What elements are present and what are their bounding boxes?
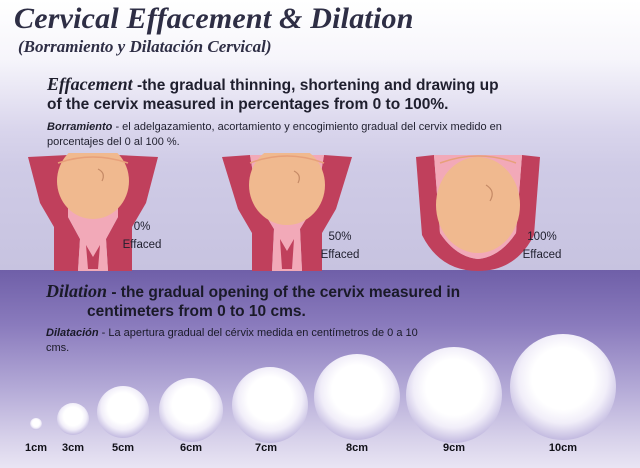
effacement-stage-100-caption: 100% Effaced [512, 228, 572, 264]
effacement-stage-0-illustration [28, 153, 158, 273]
dilation-circle-8cm [314, 354, 400, 440]
effacement-stage-100-illustration [416, 153, 540, 273]
dilation-term: Dilation [46, 281, 108, 301]
effacement-spanish-term: Borramiento [47, 121, 113, 133]
dilation-label-10cm: 10cm [548, 442, 578, 454]
dilation-circle-10cm [510, 334, 616, 440]
page-title: Cervical Effacement & Dilation [14, 2, 414, 35]
effacement-stage-0-caption: 0% Effaced [112, 218, 172, 254]
dilation-circle-7cm [232, 367, 308, 443]
effacement-definition-text1: -the gradual thinning, shortening and dr… [132, 77, 499, 94]
effacement-spanish-text: - el adelgazamiento, acortamiento y enco… [47, 121, 502, 148]
effacement-stage-0-percent: 0% [133, 221, 151, 233]
dilation-definition-text1: - the gradual opening of the cervix meas… [107, 284, 461, 301]
effacement-stage-50-illustration [222, 153, 352, 273]
dilation-label-1cm: 1cm [24, 442, 48, 454]
dilation-spanish-term: Dilatación [46, 327, 99, 339]
dilation-definition-line1: Dilation - the gradual opening of the ce… [46, 281, 460, 302]
effacement-stage-50-label: Effaced [320, 249, 360, 261]
dilation-label-3cm: 3cm [61, 442, 85, 454]
dilation-circle-5cm [97, 386, 149, 438]
effacement-term: Effacement [47, 74, 133, 94]
dilation-definition-line2: centimeters from 0 to 10 cms. [87, 303, 306, 320]
effacement-stage-100-percent: 100% [527, 231, 557, 243]
dilation-circle-9cm [406, 347, 502, 443]
dilation-spanish-text: - La apertura gradual del cérvix medida … [46, 327, 418, 354]
dilation-label-8cm: 8cm [345, 442, 369, 454]
dilation-circle-6cm [159, 378, 223, 442]
dilation-label-7cm: 7cm [254, 442, 278, 454]
effacement-stage-50-caption: 50% Effaced [310, 228, 370, 264]
page-subtitle: (Borramiento y Dilatación Cervical) [18, 37, 272, 56]
effacement-definition-line1: Effacement -the gradual thinning, shorte… [47, 74, 499, 95]
dilation-circle-1cm [30, 418, 42, 430]
effacement-spanish-definition: Borramiento - el adelgazamiento, acortam… [47, 120, 517, 150]
dilation-label-6cm: 6cm [179, 442, 203, 454]
effacement-definition-line2: of the cervix measured in percentages fr… [47, 96, 449, 113]
dilation-label-5cm: 5cm [111, 442, 135, 454]
effacement-stage-50-percent: 50% [328, 231, 352, 243]
effacement-stage-0-label: Effaced [122, 239, 162, 251]
effacement-stage-100-label: Effaced [522, 249, 562, 261]
dilation-label-9cm: 9cm [442, 442, 466, 454]
dilation-circle-3cm [57, 403, 89, 435]
dilation-spanish-definition: Dilatación - La apertura gradual del cér… [46, 326, 426, 356]
